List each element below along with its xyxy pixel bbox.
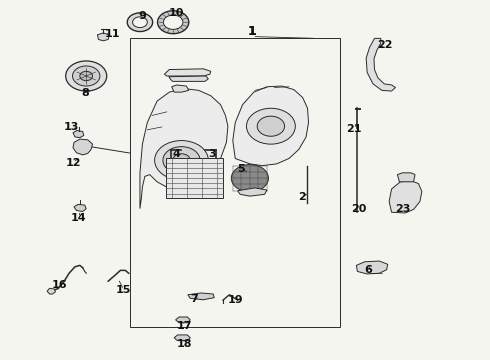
Circle shape [155, 140, 208, 180]
Circle shape [127, 13, 153, 32]
Text: 17: 17 [177, 321, 193, 330]
Polygon shape [172, 85, 189, 92]
Text: 1: 1 [248, 25, 257, 38]
Polygon shape [164, 69, 211, 76]
Polygon shape [188, 293, 214, 300]
Polygon shape [140, 89, 228, 209]
Polygon shape [366, 39, 395, 91]
Polygon shape [397, 173, 415, 182]
Circle shape [257, 116, 285, 136]
Polygon shape [169, 76, 208, 81]
Text: 3: 3 [208, 149, 216, 159]
Circle shape [133, 17, 147, 28]
Text: 19: 19 [227, 296, 243, 306]
Circle shape [246, 108, 295, 144]
Text: 16: 16 [51, 280, 67, 290]
Circle shape [172, 154, 190, 167]
Text: 8: 8 [81, 88, 89, 98]
Circle shape [231, 165, 269, 192]
Polygon shape [166, 158, 223, 198]
Polygon shape [389, 181, 422, 213]
Text: 10: 10 [169, 8, 184, 18]
Text: 4: 4 [172, 149, 180, 159]
Polygon shape [73, 131, 84, 138]
Polygon shape [74, 204, 86, 212]
Polygon shape [47, 288, 55, 294]
Text: 20: 20 [351, 204, 366, 215]
Polygon shape [98, 33, 109, 41]
Text: 6: 6 [364, 265, 372, 275]
Text: 12: 12 [65, 158, 81, 168]
Text: 14: 14 [71, 213, 87, 222]
Text: 9: 9 [139, 11, 147, 21]
Text: 13: 13 [64, 122, 79, 132]
Text: 2: 2 [298, 192, 306, 202]
Circle shape [73, 66, 100, 86]
Polygon shape [233, 86, 309, 166]
Bar [130, 39, 340, 327]
Polygon shape [356, 261, 388, 274]
Circle shape [66, 61, 107, 91]
Text: 7: 7 [190, 294, 197, 305]
Circle shape [163, 147, 200, 174]
Text: 21: 21 [346, 124, 361, 134]
Text: 22: 22 [377, 40, 393, 50]
Text: 5: 5 [237, 163, 245, 174]
Polygon shape [175, 317, 190, 323]
Text: 23: 23 [394, 204, 410, 215]
Polygon shape [73, 139, 93, 155]
Circle shape [158, 11, 189, 34]
Circle shape [80, 71, 93, 81]
Polygon shape [174, 335, 190, 341]
Text: 1: 1 [248, 25, 257, 38]
Circle shape [163, 15, 183, 30]
Text: 15: 15 [116, 285, 131, 295]
Polygon shape [238, 188, 267, 196]
Text: 18: 18 [177, 338, 193, 348]
Text: 11: 11 [104, 29, 120, 39]
